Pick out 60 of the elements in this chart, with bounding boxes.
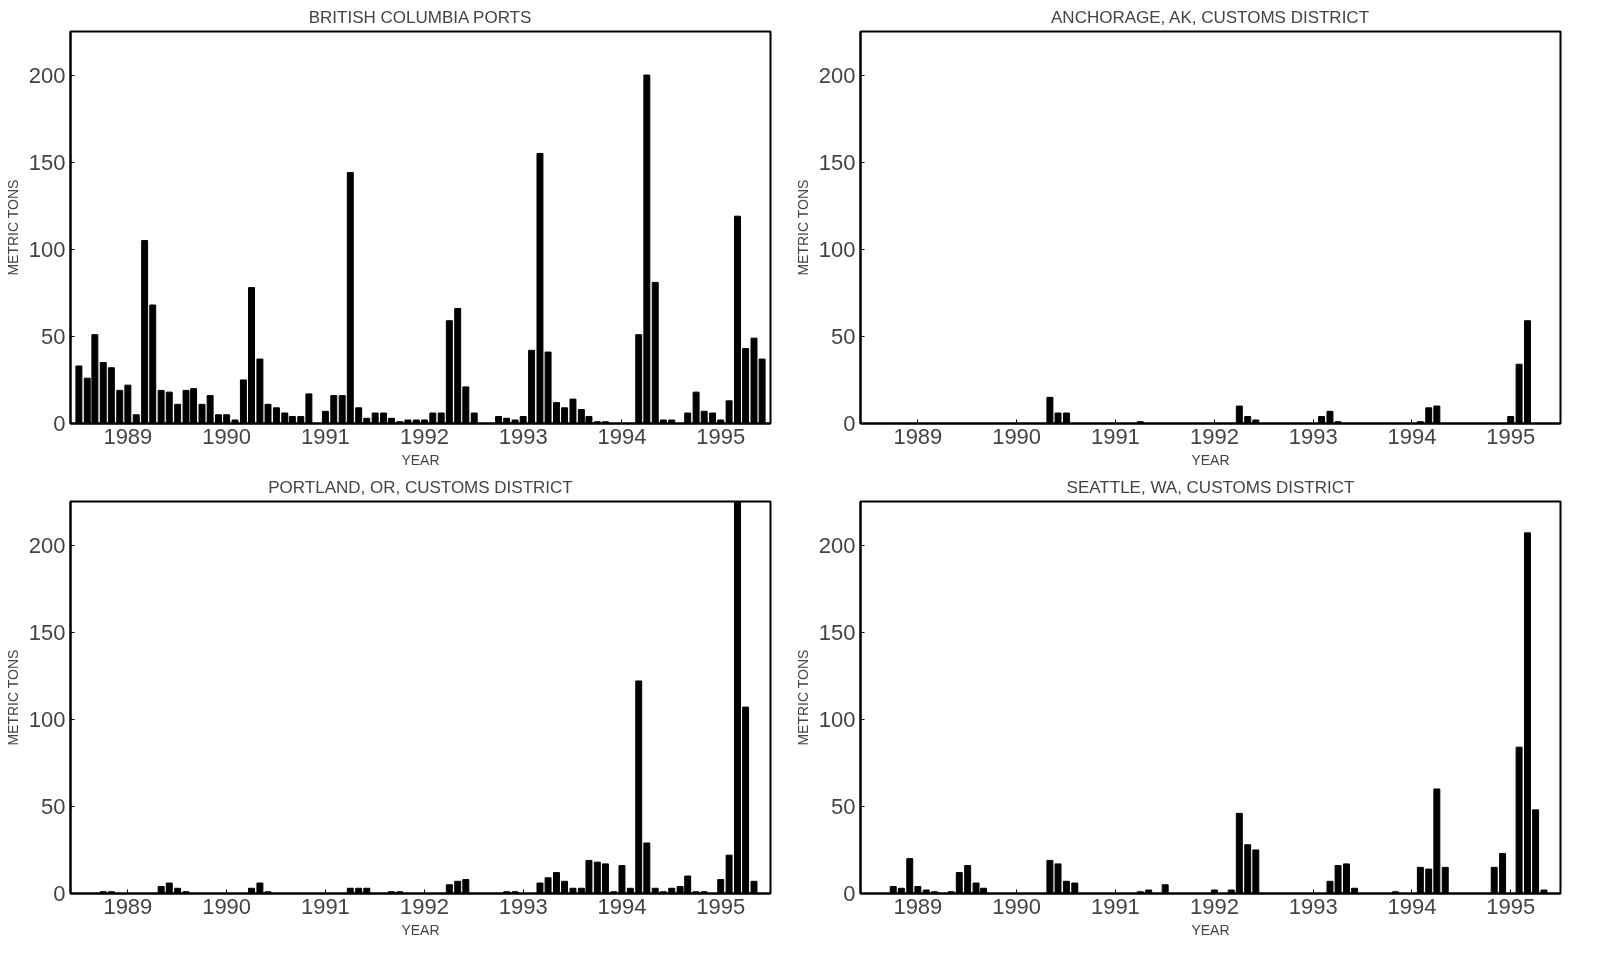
x-tick-label: 1994: [1387, 423, 1437, 449]
x-tick-label: 1995: [1486, 423, 1536, 449]
x-tick-label: 1990: [202, 423, 252, 449]
chart-title: PORTLAND, OR, CUSTOMS DISTRICT: [268, 477, 573, 497]
x-tick-label: 1992: [399, 423, 449, 449]
x-axis-title: YEAR: [401, 451, 440, 468]
x-tick-label: 1993: [1288, 423, 1338, 449]
y-tick-label: 100: [818, 236, 856, 262]
x-tick-label: 1991: [300, 423, 350, 449]
y-tick-label: 50: [41, 323, 66, 349]
y-tick-label: 100: [28, 706, 66, 732]
x-tick-label: 1989: [103, 423, 153, 449]
y-tick-label: 100: [818, 706, 856, 732]
x-axis-title: YEAR: [1191, 921, 1230, 938]
y-tick-label: 50: [41, 793, 66, 819]
x-tick-label: 1990: [992, 893, 1042, 919]
x-tick-label: 1993: [498, 423, 548, 449]
y-tick-label: 0: [843, 411, 856, 436]
x-tick-label: 1989: [103, 893, 153, 919]
y-tick-label: 200: [818, 532, 856, 558]
y-tick-label: 100: [28, 236, 66, 262]
y-tick-label: 200: [818, 62, 856, 88]
y-tick-label: 200: [28, 532, 66, 558]
x-tick-label: 1994: [597, 893, 647, 919]
x-tick-label: 1989: [893, 423, 943, 449]
x-tick-label: 1993: [1288, 893, 1338, 919]
x-tick-label: 1994: [597, 423, 647, 449]
chart-title: ANCHORAGE, AK, CUSTOMS DISTRICT: [1051, 7, 1370, 27]
x-tick-label: 1991: [1090, 423, 1140, 449]
y-tick-label: 150: [28, 619, 66, 645]
x-tick-label: 1992: [399, 893, 449, 919]
x-tick-label: 1994: [1387, 893, 1437, 919]
x-tick-label: 1995: [696, 423, 746, 449]
y-tick-label: 50: [831, 323, 856, 349]
x-tick-label: 1993: [498, 893, 548, 919]
y-tick-label: 150: [818, 149, 856, 175]
chart-title: BRITISH COLUMBIA PORTS: [308, 7, 532, 27]
y-tick-label: 0: [53, 411, 66, 436]
x-tick-label: 1991: [1090, 893, 1140, 919]
x-axis-title: YEAR: [1191, 451, 1230, 468]
x-tick-label: 1991: [300, 893, 350, 919]
y-axis-title: METRIC TONS: [794, 179, 811, 276]
y-tick-label: 150: [818, 619, 856, 645]
y-tick-label: 0: [53, 881, 66, 906]
chart-title: SEATTLE, WA, CUSTOMS DISTRICT: [1066, 477, 1355, 497]
x-tick-label: 1989: [893, 893, 943, 919]
x-tick-label: 1995: [1486, 893, 1536, 919]
x-tick-label: 1992: [1189, 423, 1239, 449]
y-axis-title: METRIC TONS: [794, 649, 811, 746]
y-tick-label: 150: [28, 149, 66, 175]
x-axis-title: YEAR: [401, 921, 440, 938]
y-axis-title: METRIC TONS: [4, 179, 21, 276]
x-tick-label: 1995: [696, 893, 746, 919]
y-tick-label: 50: [831, 793, 856, 819]
x-tick-label: 1992: [1189, 893, 1239, 919]
y-tick-label: 200: [28, 62, 66, 88]
y-axis-title: METRIC TONS: [4, 649, 21, 746]
y-tick-label: 0: [843, 881, 856, 906]
x-tick-label: 1990: [992, 423, 1042, 449]
x-tick-label: 1990: [202, 893, 252, 919]
